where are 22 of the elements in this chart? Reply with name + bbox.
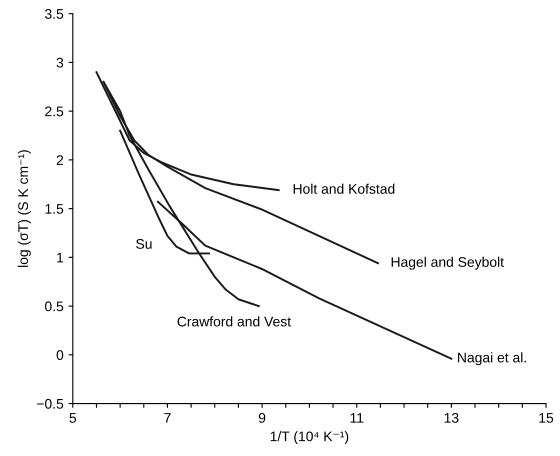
x-tick-label: 11 xyxy=(350,413,364,423)
y-tick-label: 1.5 xyxy=(46,204,64,214)
y-tick-label: 3.5 xyxy=(44,9,64,19)
y-tick-label: 0.5 xyxy=(45,301,64,312)
series-label: Crawford and Vest xyxy=(178,316,291,326)
series-label: Holt and Kofstad xyxy=(294,184,394,194)
y-tick-label: 2 xyxy=(56,155,64,165)
x-tick-label: 7 xyxy=(164,413,171,423)
x-tick-label: 13 xyxy=(444,412,458,423)
y-tick-label: 1 xyxy=(57,252,64,262)
x-axis-title: 1/T (10⁴ K⁻¹) xyxy=(270,431,348,444)
x-tick-label: 15 xyxy=(539,413,554,423)
y-tick-label: 0 xyxy=(56,350,64,360)
x-tick-label: 5 xyxy=(69,413,76,423)
y-tick-label: 2.5 xyxy=(45,106,64,116)
y-tick-label: −0.5 xyxy=(37,398,64,409)
y-tick-label: 3 xyxy=(56,58,64,68)
series-label: Nagai et al. xyxy=(458,352,526,366)
y-axis-title: log (σT) (S K cm⁻¹) xyxy=(18,150,31,267)
series-label: Hagel and Seybolt xyxy=(392,256,504,270)
x-tick-label: 9 xyxy=(258,412,266,423)
series-label: Su xyxy=(136,239,152,249)
